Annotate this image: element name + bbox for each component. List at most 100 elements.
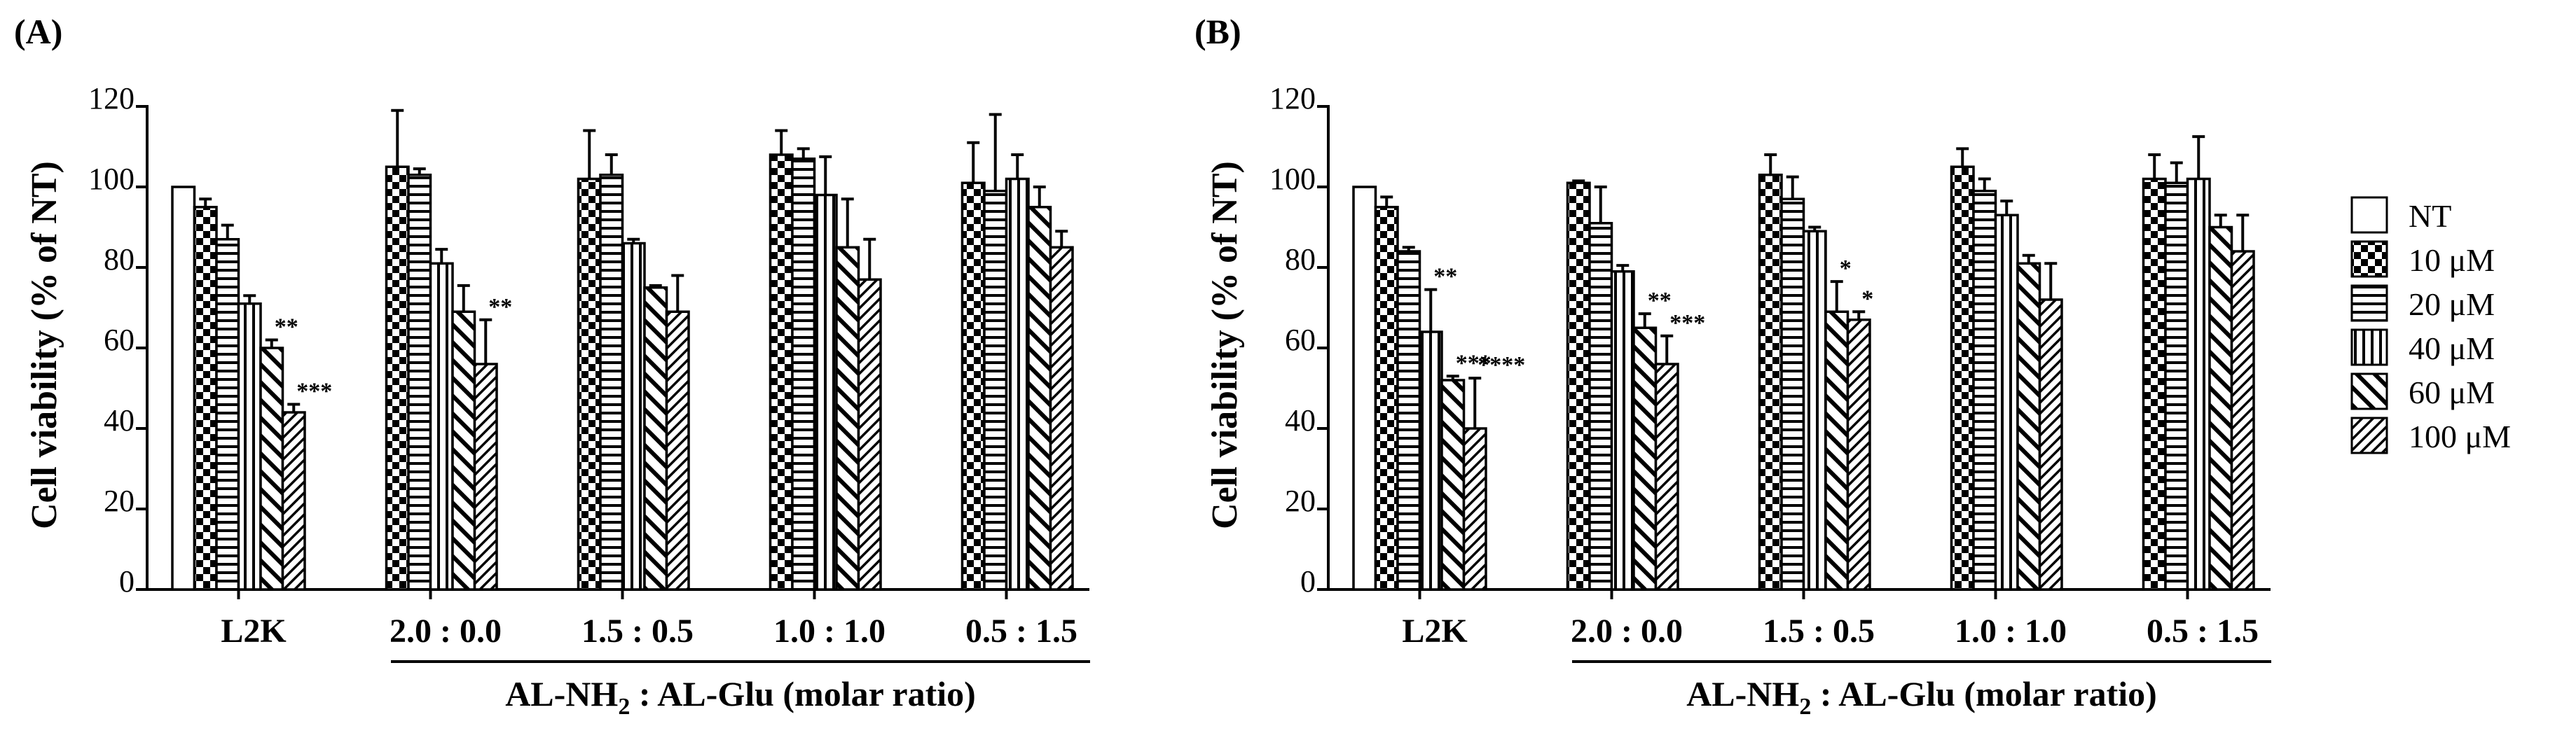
- group-label-subscript: 2: [618, 694, 630, 720]
- bar-ser-40: [621, 242, 646, 591]
- bar-ser-10: [960, 181, 986, 591]
- group-label-prefix: AL-NH: [505, 674, 618, 713]
- panel-a-letter: (A): [14, 12, 62, 51]
- bar-ser-20: [1780, 197, 1805, 591]
- group-label-prefix: AL-NH: [1686, 674, 1799, 713]
- bar-ser-20: [1972, 190, 1997, 591]
- legend-swatch: [2350, 196, 2388, 234]
- category-label: 1.5 : 0.5: [1763, 613, 1875, 650]
- legend-label: 10 μM: [2409, 242, 2495, 278]
- y-tick-label: 120: [88, 81, 135, 116]
- legend-swatch: [2350, 417, 2388, 454]
- bar-ser-10: [1758, 174, 1783, 591]
- bar-ser-100: [1049, 246, 1074, 591]
- bar-ser-40: [1994, 214, 2019, 591]
- significance-marker: **: [1433, 264, 1457, 290]
- panel-b-y-ticks: 0 20 40 60 80 100 120: [1269, 81, 1316, 599]
- y-tick-label: 0: [119, 564, 135, 599]
- y-tick-label: 120: [1269, 81, 1316, 116]
- category-label: 2.0 : 0.0: [390, 613, 502, 650]
- bar-ser-40: [237, 302, 262, 591]
- bar-ser-60: [1824, 310, 1850, 591]
- bar-ser-10: [193, 206, 218, 591]
- bar-ser-60: [451, 310, 476, 591]
- bar-ser-40: [2186, 177, 2211, 591]
- bar-ser-20: [983, 190, 1008, 591]
- category-label: 1.0 : 1.0: [1955, 613, 2067, 650]
- bar-ser-10: [2142, 177, 2167, 591]
- legend-swatch: [2350, 328, 2388, 366]
- panel-b-letter: (B): [1194, 12, 1241, 51]
- bar-ser-20: [215, 238, 240, 591]
- legend-swatch: [2350, 372, 2388, 410]
- bar-ser-nt: [1352, 186, 1377, 591]
- panel-a-categories: L2K 2.0 : 0.0 1.5 : 0.5 1.0 : 1.0 0.5 : …: [221, 613, 1077, 650]
- bar-ser-40: [1802, 230, 1827, 591]
- group-label-subscript: 2: [1799, 694, 1811, 720]
- bar-ser-100: [1654, 363, 1679, 591]
- y-tick-label: 20: [1285, 484, 1316, 518]
- significance-marker: **: [1648, 288, 1672, 314]
- legend-label: 60 μM: [2409, 375, 2495, 410]
- bar-ser-40: [1005, 177, 1030, 591]
- bar-ser-100: [665, 310, 690, 591]
- bar-ser-100: [473, 363, 498, 591]
- legend-swatch: [2350, 284, 2388, 322]
- group-label-suffix: : AL-Glu (molar ratio): [1811, 674, 2156, 713]
- bar-ser-60: [1027, 206, 1052, 591]
- significance-marker: **: [488, 294, 512, 320]
- group-label-suffix: : AL-Glu (molar ratio): [630, 674, 975, 713]
- category-label: 2.0 : 0.0: [1571, 613, 1683, 650]
- significance-marker: ***: [1669, 310, 1705, 336]
- significance-marker: ***: [296, 379, 332, 405]
- bar-ser-100: [857, 278, 882, 591]
- bar-ser-100: [2038, 298, 2063, 591]
- legend: NT 10 μM 20 μM 40 μM 60 μM 100 μM: [2350, 196, 2511, 454]
- panel-a-group-label: AL-NH2 : AL-Glu (molar ratio): [505, 674, 976, 720]
- bar-ser-60: [1440, 379, 1466, 591]
- bar-ser-10: [769, 153, 794, 591]
- bar-ser-60: [643, 286, 668, 591]
- category-label: 1.5 : 0.5: [581, 613, 694, 650]
- legend-label: NT: [2409, 198, 2451, 234]
- bar-ser-20: [407, 174, 432, 591]
- significance-marker: ****: [1478, 352, 1525, 378]
- category-label: L2K: [221, 613, 286, 650]
- y-tick-label: 0: [1300, 564, 1316, 599]
- bar-ser-nt: [171, 186, 196, 591]
- bar-ser-20: [2164, 181, 2189, 591]
- bar-ser-100: [281, 411, 306, 591]
- panel-b-categories: L2K 2.0 : 0.0 1.5 : 0.5 1.0 : 1.0 0.5 : …: [1402, 613, 2259, 650]
- panel-a-y-ticks: 0 20 40 60 80 100 120: [88, 81, 135, 599]
- bar-ser-20: [791, 158, 816, 591]
- bar-ser-60: [1632, 326, 1658, 591]
- significance-marker: ***: [1456, 350, 1492, 376]
- bar-ser-20: [1396, 250, 1421, 591]
- y-tick-label: 100: [88, 162, 135, 196]
- bar-ser-100: [1462, 427, 1487, 591]
- bar-ser-60: [2208, 225, 2233, 591]
- y-tick-label: 100: [1269, 162, 1316, 196]
- bar-ser-60: [835, 246, 860, 591]
- bar-ser-20: [599, 174, 624, 591]
- y-tick-label: 80: [104, 242, 135, 277]
- bar-ser-60: [259, 347, 284, 591]
- panel-b-y-axis-title: Cell viability (% of NT): [1205, 161, 1245, 529]
- category-label: 0.5 : 1.5: [965, 613, 1077, 650]
- panel-b-group-label: AL-NH2 : AL-Glu (molar ratio): [1686, 674, 2157, 720]
- bar-ser-100: [1846, 319, 1871, 591]
- bar-ser-40: [1418, 330, 1443, 591]
- category-label: 0.5 : 1.5: [2147, 613, 2259, 650]
- bar-ser-10: [1566, 181, 1591, 591]
- bar-ser-10: [1950, 165, 1975, 591]
- bar-ser-100: [2230, 250, 2255, 591]
- category-label: 1.0 : 1.0: [773, 613, 886, 650]
- bar-ser-40: [429, 262, 454, 591]
- legend-label: 20 μM: [2409, 286, 2495, 322]
- significance-marker: *: [1861, 286, 1873, 312]
- y-tick-label: 60: [1285, 323, 1316, 357]
- y-tick-label: 40: [104, 403, 135, 438]
- y-tick-label: 60: [104, 323, 135, 357]
